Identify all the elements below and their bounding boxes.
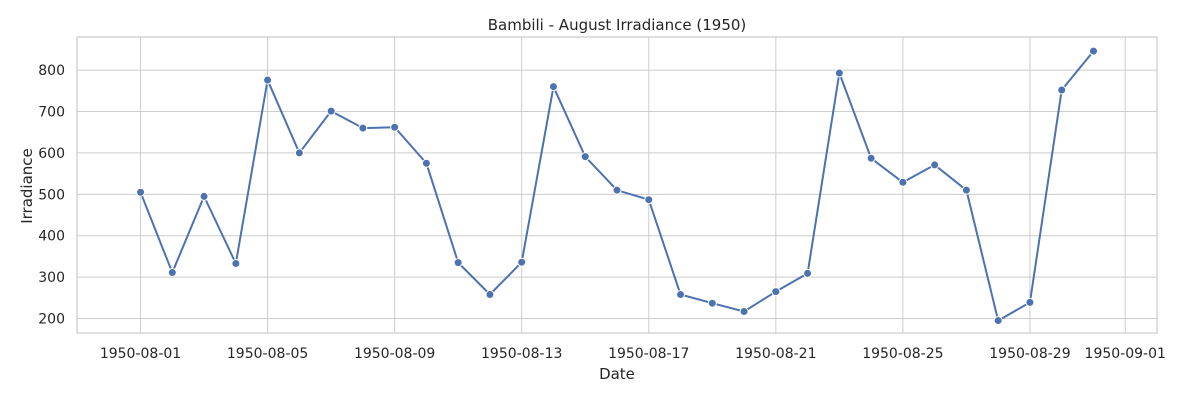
data-point (993, 316, 1003, 326)
data-point (453, 258, 463, 268)
data-point (803, 268, 813, 278)
y-tick-label: 600 (38, 146, 65, 162)
x-tick-label: 1950-08-29 (989, 346, 1070, 362)
data-point (1057, 85, 1067, 95)
data-point (294, 148, 304, 158)
x-tick-label: 1950-08-01 (100, 346, 181, 362)
x-tick-label: 1950-08-13 (481, 346, 562, 362)
y-axis-title: Irradiance (18, 148, 36, 224)
y-tick-label: 700 (38, 105, 65, 121)
chart-title: Bambili - August Irradiance (1950) (488, 16, 747, 34)
y-tick-labels: 200 300 400 500 600 700 800 (38, 63, 65, 327)
data-point (866, 153, 876, 163)
data-point (707, 298, 717, 308)
data-point (612, 185, 622, 195)
data-point (930, 160, 940, 170)
data-point (739, 306, 749, 316)
data-point (548, 82, 558, 92)
series-layer (136, 46, 1098, 326)
data-point (517, 257, 527, 267)
x-tick-label: 1950-08-17 (608, 346, 689, 362)
data-point (231, 258, 241, 268)
x-tick-label: 1950-08-09 (354, 346, 435, 362)
data-point (676, 289, 686, 299)
data-point (1025, 297, 1035, 307)
data-point (898, 177, 908, 187)
data-point (1088, 46, 1098, 56)
y-tick-label: 200 (38, 312, 65, 328)
data-point (421, 158, 431, 168)
data-point (771, 287, 781, 297)
data-point (136, 187, 146, 197)
data-point (358, 123, 368, 133)
data-point (644, 195, 654, 205)
y-tick-label: 500 (38, 187, 65, 203)
x-gridlines (140, 37, 1126, 333)
data-point (167, 268, 177, 278)
y-tick-label: 400 (38, 229, 65, 245)
y-tick-label: 800 (38, 63, 65, 79)
y-tick-label: 300 (38, 270, 65, 286)
x-tick-label: 1950-08-25 (862, 346, 943, 362)
data-point (326, 106, 336, 116)
data-point (580, 152, 590, 162)
x-tick-label: 1950-08-05 (227, 346, 308, 362)
x-tick-label: 1950-09-01 (1085, 346, 1166, 362)
data-point (961, 185, 971, 195)
x-tick-labels: 1950-08-01 1950-08-05 1950-08-09 1950-08-13… (100, 346, 1166, 362)
data-point (263, 75, 273, 85)
x-tick-label: 1950-08-21 (735, 346, 816, 362)
data-point (485, 289, 495, 299)
plot-frame (76, 36, 1158, 334)
data-point (199, 191, 209, 201)
x-axis-title: Date (599, 365, 635, 383)
data-point (834, 68, 844, 78)
data-point (390, 122, 400, 132)
